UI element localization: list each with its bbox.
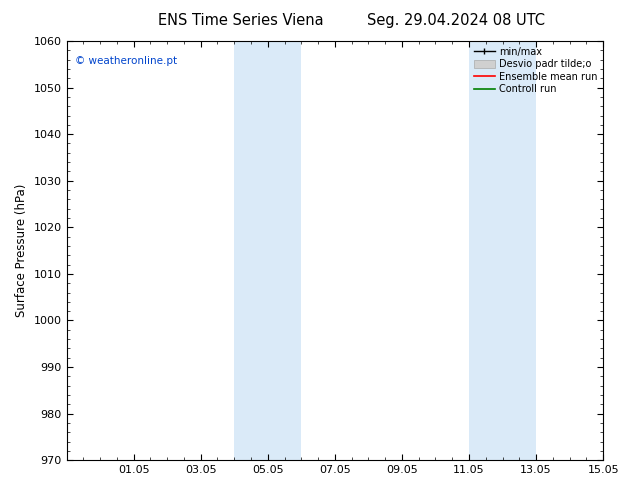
Y-axis label: Surface Pressure (hPa): Surface Pressure (hPa)	[15, 184, 28, 318]
Legend: min/max, Desvio padr tilde;o, Ensemble mean run, Controll run: min/max, Desvio padr tilde;o, Ensemble m…	[470, 44, 600, 97]
Text: Seg. 29.04.2024 08 UTC: Seg. 29.04.2024 08 UTC	[368, 13, 545, 28]
Bar	[469, 41, 536, 460]
Bar	[234, 41, 301, 460]
Text: ENS Time Series Viena: ENS Time Series Viena	[158, 13, 324, 28]
Text: © weatheronline.pt: © weatheronline.pt	[75, 56, 177, 66]
